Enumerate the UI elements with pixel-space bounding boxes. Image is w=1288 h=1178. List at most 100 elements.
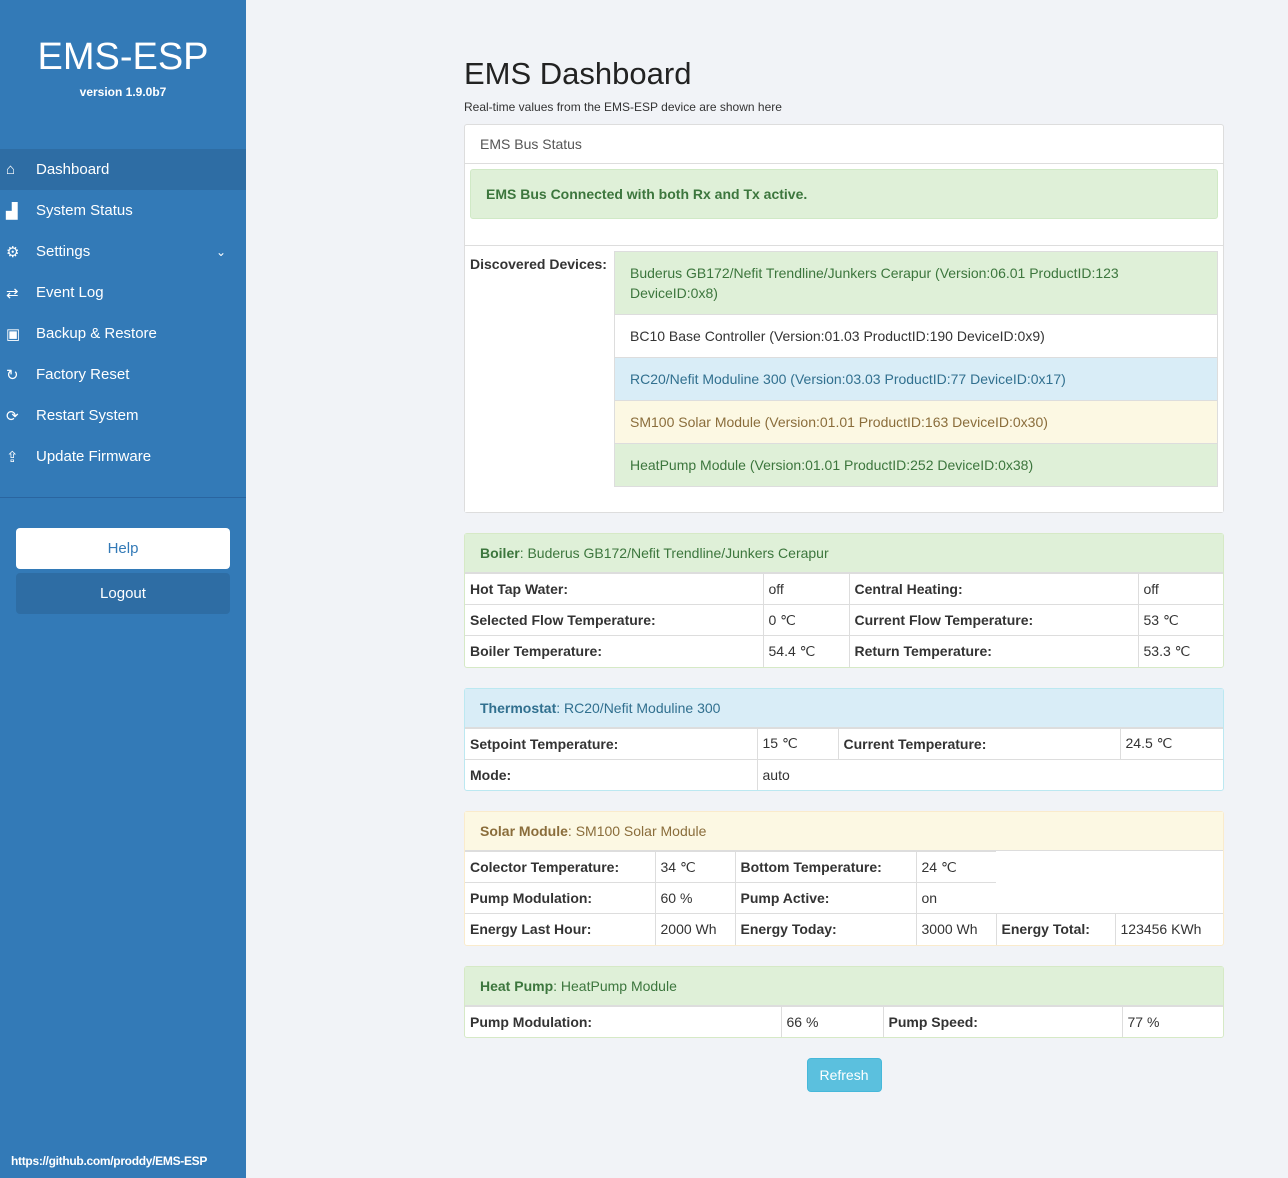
nav-menu: ⌂ Dashboard ▟ System Status ⚙ Settings ⌄ ⇄ Ev… [0, 149, 246, 477]
page-title: EMS Dashboard [464, 56, 692, 91]
cell-label: Pump Modulation: [465, 1005, 781, 1037]
exchange-icon: ⇄ [6, 284, 19, 302]
cell-label: Current Flow Temperature: [848, 604, 1138, 636]
boiler-panel: Boiler: Buderus GB172/Nefit Trendline/Ju… [464, 533, 1224, 668]
thermostat-panel: Thermostat: RC20/Nefit Moduline 300 Setp… [464, 687, 1224, 791]
thermostat-table: Setpoint Temperature: 15 ℃ Current Tempera… [465, 727, 1223, 790]
nav-system-status[interactable]: ▟ System Status [0, 190, 246, 231]
device-list: Buderus GB172/Nefit Trendline/Junkers Ce… [614, 251, 1218, 487]
cell-label: Return Temperature: [848, 635, 1138, 667]
heatpump-panel: Heat Pump: HeatPump Module Pump Modulati… [464, 965, 1224, 1038]
github-link[interactable]: https://github.com/proddy/EMS-ESP [11, 1154, 208, 1168]
boiler-table: Hot Tap Water: off Central Heating: off Sele… [465, 573, 1223, 667]
table-row: Mode: auto [465, 758, 1223, 790]
table-row: Colector Temperature: 34 ℃ Bottom Temperat… [465, 851, 1223, 883]
cell-value: on [915, 882, 996, 914]
cell-value: 123456 KWh [1114, 913, 1223, 945]
cell-label: Bottom Temperature: [734, 851, 916, 883]
refresh-button[interactable]: Refresh [806, 1058, 882, 1092]
panel-heading: Boiler: Buderus GB172/Nefit Trendline/Ju… [465, 534, 1223, 573]
panel-label: Boiler [480, 545, 520, 561]
cell-label: Energy Total: [995, 913, 1115, 945]
table-row: Setpoint Temperature: 15 ℃ Current Tempera… [465, 727, 1223, 759]
nav-label: System Status [36, 202, 133, 219]
nav-label: Event Log [36, 284, 104, 301]
nav-label: Dashboard [36, 161, 110, 178]
table-row: Pump Modulation: 66 % Pump Speed: 77 % [465, 1005, 1223, 1037]
device-item: HeatPump Module (Version:01.01 ProductID… [615, 444, 1217, 486]
cell-value: 24 ℃ [915, 851, 996, 883]
cell-label: Setpoint Temperature: [465, 727, 757, 759]
cell-label: Hot Tap Water: [465, 573, 763, 605]
panel-label: Heat Pump [480, 977, 554, 994]
device-item: RC20/Nefit Moduline 300 (Version:03.03 P… [615, 358, 1217, 401]
cell-value: 3000 Wh [915, 913, 996, 945]
device-item: SM100 Solar Module (Version:01.01 Produc… [615, 401, 1217, 444]
cell-label: Central Heating: [848, 573, 1138, 605]
cell-value: 34 ℃ [654, 851, 735, 883]
panel-heading: Solar Module: SM100 Solar Module [465, 812, 1223, 851]
table-row: Boiler Temperature: 54.4 ℃ Return Temperat… [465, 635, 1223, 667]
upload-icon: ⇪ [6, 448, 19, 466]
solar-table: Colector Temperature: 34 ℃ Bottom Temperat… [465, 851, 1223, 945]
cell-label: Current Temperature: [837, 727, 1120, 759]
cell-value: 54.4 ℃ [762, 635, 849, 667]
cell-value: off [1137, 573, 1223, 605]
cell-value: 15 ℃ [756, 727, 838, 759]
nav-label: Update Firmware [36, 448, 152, 465]
nav-label: Settings [36, 243, 91, 260]
nav-label: Factory Reset [36, 366, 130, 383]
panel-heading: EMS Bus Status [465, 125, 1223, 164]
cell-value: 66 % [780, 1005, 883, 1037]
nav-backup-restore[interactable]: ▣ Backup & Restore [0, 313, 246, 354]
nav-label: Restart System [36, 407, 139, 424]
cell-label: Boiler Temperature: [465, 635, 763, 667]
cell-value: 0 ℃ [762, 604, 849, 636]
nav-restart-system[interactable]: ⟳ Restart System [0, 395, 246, 436]
nav-event-log[interactable]: ⇄ Event Log [0, 272, 246, 313]
cell-value: 60 % [654, 882, 735, 914]
chevron-down-icon: ⌄ [215, 244, 226, 259]
cell-value: 24.5 ℃ [1119, 727, 1223, 759]
cell-label: Pump Modulation: [465, 882, 655, 914]
heatpump-table: Pump Modulation: 66 % Pump Speed: 77 % [465, 1005, 1223, 1037]
bar-chart-icon: ▟ [6, 202, 18, 220]
table-row: Energy Last Hour: 2000 Wh Energy Today: 300… [465, 913, 1223, 945]
home-icon: ⌂ [6, 161, 16, 178]
panel-label: Thermostat [480, 699, 557, 716]
cell-value: 77 % [1121, 1005, 1223, 1037]
cell-value: off [762, 573, 849, 605]
nav-factory-reset[interactable]: ↻ Factory Reset [0, 354, 246, 395]
refresh-icon: ⟳ [6, 407, 19, 425]
redo-icon: ↻ [6, 366, 19, 384]
devices-label: Discovered Devices: [470, 256, 607, 272]
divider [0, 497, 246, 498]
table-row: Selected Flow Temperature: 0 ℃ Current Flo… [465, 604, 1223, 636]
sidebar: EMS-ESP version 1.9.0b7 ⌂ Dashboard ▟ Syst… [0, 0, 246, 1178]
brand-title: EMS-ESP [37, 36, 209, 78]
cell-label: Selected Flow Temperature: [465, 604, 763, 636]
panel-heading: Heat Pump: HeatPump Module [465, 966, 1223, 1006]
main-content: EMS Dashboard Real-time values from the … [464, 0, 1224, 1092]
panel-device-name: SM100 Solar Module [575, 823, 707, 839]
panel-device-name: HeatPump Module [560, 977, 677, 994]
panel-heading: Thermostat: RC20/Nefit Moduline 300 [465, 688, 1223, 728]
table-row: Hot Tap Water: off Central Heating: off [465, 573, 1223, 605]
cell-value: 53 ℃ [1137, 604, 1223, 636]
page-subtitle: Real-time values from the EMS-ESP device… [464, 100, 782, 114]
cell-label: Pump Speed: [882, 1005, 1122, 1037]
save-icon: ▣ [6, 325, 21, 343]
nav-settings[interactable]: ⚙ Settings ⌄ [0, 231, 246, 272]
logout-button[interactable]: Logout [16, 573, 230, 614]
cell-label: Mode: [465, 758, 757, 790]
nav-dashboard[interactable]: ⌂ Dashboard [0, 149, 246, 190]
cell-value: 2000 Wh [654, 913, 735, 945]
nav-update-firmware[interactable]: ⇪ Update Firmware [0, 436, 246, 477]
solar-panel: Solar Module: SM100 Solar Module Colecto… [464, 811, 1224, 946]
nav-label: Backup & Restore [36, 325, 157, 342]
panel-device-name: Buderus GB172/Nefit Trendline/Junkers Ce… [527, 545, 829, 561]
gear-icon: ⚙ [6, 243, 20, 261]
help-button[interactable]: Help [16, 528, 230, 569]
panel-label: Solar Module [480, 823, 568, 839]
cell-label: Energy Last Hour: [465, 913, 655, 945]
